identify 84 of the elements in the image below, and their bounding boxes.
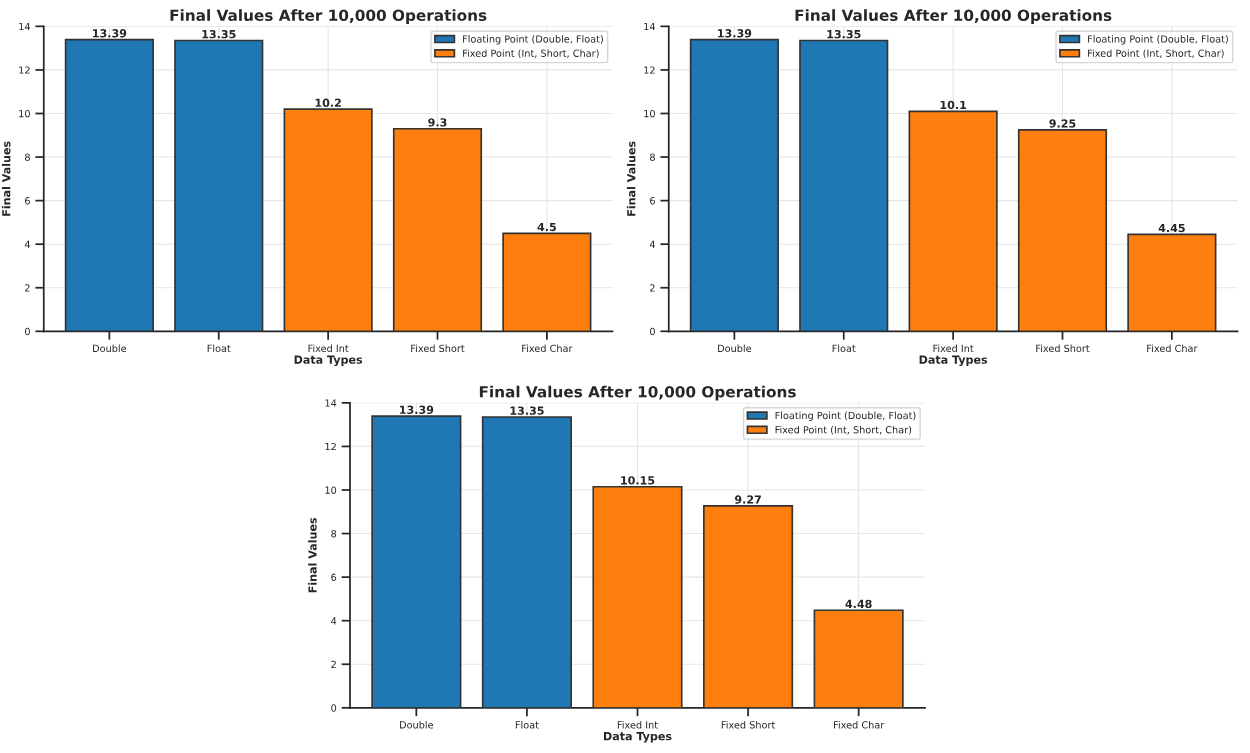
y-tick-label: 0 <box>331 704 337 712</box>
y-tick-label: 8 <box>331 530 337 538</box>
y-tick-label: 6 <box>331 573 337 581</box>
x-tick-label: Fixed Short <box>721 721 776 729</box>
x-tick-label: Fixed Int <box>617 721 658 729</box>
bar <box>283 108 373 332</box>
data-label: 9.27 <box>734 495 761 504</box>
legend-label: Floating Point (Double, Float) <box>1088 35 1228 45</box>
y-tick-label: 12 <box>644 66 655 74</box>
y-tick-label: 10 <box>325 486 337 494</box>
x-tick-label: Fixed Short <box>411 344 465 353</box>
y-tick-label: 6 <box>25 197 30 205</box>
data-label: 10.1 <box>940 100 967 110</box>
legend-label: Floating Point (Double, Float) <box>775 411 916 422</box>
y-tick-label: 12 <box>325 442 336 451</box>
x-axis-title: Data Types <box>919 355 988 367</box>
data-label: 13.39 <box>400 405 434 414</box>
y-tick-label: 14 <box>19 22 31 31</box>
data-label: 4.5 <box>537 222 556 232</box>
legend-label: Floating Point (Double, Float) <box>463 35 603 45</box>
y-tick-label: 10 <box>644 109 655 118</box>
x-axis-title: Data Types <box>604 732 672 743</box>
y-tick-label: 8 <box>25 153 30 161</box>
bar <box>174 39 264 332</box>
bar <box>392 127 483 332</box>
y-tick-label: 14 <box>325 399 337 407</box>
x-tick-label: Float <box>832 344 856 353</box>
data-label: 4.45 <box>1158 223 1185 233</box>
y-tick-label: 0 <box>650 327 655 336</box>
bar <box>813 609 904 708</box>
y-tick-label: 12 <box>19 66 30 74</box>
bar <box>1127 233 1217 332</box>
chart-title: Final Values After 10,000 Operations <box>795 9 1112 24</box>
bar <box>689 38 779 332</box>
x-tick-label: Float <box>207 344 231 353</box>
bar <box>481 416 572 708</box>
x-tick-label: Fixed Char <box>522 344 573 353</box>
data-label: 4.48 <box>845 599 872 609</box>
bar <box>502 232 592 332</box>
data-label: 10.15 <box>621 476 655 485</box>
y-axis-title: Final Values <box>626 141 636 216</box>
data-label: 13.35 <box>202 29 236 39</box>
x-tick-label: Double <box>718 344 752 353</box>
x-tick-label: Fixed Int <box>308 344 349 353</box>
data-label: 13.35 <box>510 406 544 415</box>
y-axis-title: Final Values <box>1 141 11 216</box>
x-tick-label: Fixed Char <box>834 721 885 729</box>
y-tick-label: 4 <box>649 240 656 248</box>
chart-title: Final Values After 10,000 Operations <box>170 9 487 24</box>
x-tick-label: Fixed Int <box>933 344 974 353</box>
y-axis-title: Final Values <box>308 517 317 593</box>
bar <box>592 485 683 708</box>
y-tick-label: 2 <box>331 660 336 668</box>
x-axis-title: Data Types <box>294 355 363 367</box>
y-tick-label: 4 <box>331 617 337 625</box>
legend-label: Fixed Point (Int, Short, Char) <box>463 49 599 59</box>
legend-label: Fixed Point (Int, Short, Char) <box>775 425 912 435</box>
y-tick-label: 8 <box>650 153 655 161</box>
x-tick-label: Fixed Short <box>1036 344 1090 353</box>
data-label: 13.35 <box>827 29 861 39</box>
legend-label: Fixed Point (Int, Short, Char) <box>1088 49 1224 59</box>
y-tick-label: 6 <box>650 197 655 205</box>
bar <box>371 415 462 708</box>
data-label: 9.3 <box>428 118 447 127</box>
y-tick-label: 2 <box>25 284 30 292</box>
x-tick-label: Float <box>515 721 539 729</box>
bar <box>64 38 154 332</box>
data-label: 9.25 <box>1049 119 1076 128</box>
bar <box>703 505 794 708</box>
y-tick-label: 14 <box>644 22 656 31</box>
bar <box>1017 128 1108 332</box>
bar <box>908 110 998 332</box>
data-label: 10.2 <box>315 98 341 107</box>
data-label: 13.39 <box>93 29 127 38</box>
x-tick-label: Double <box>93 344 127 353</box>
y-tick-label: 2 <box>650 284 655 292</box>
x-tick-label: Double <box>400 721 434 729</box>
data-label: 13.39 <box>718 29 752 38</box>
bar <box>799 39 889 332</box>
chart-title: Final Values After 10,000 Operations <box>479 385 796 401</box>
y-tick-label: 10 <box>19 109 30 118</box>
y-tick-label: 4 <box>24 240 31 248</box>
y-tick-label: 0 <box>25 327 30 336</box>
x-tick-label: Fixed Char <box>1147 344 1198 353</box>
